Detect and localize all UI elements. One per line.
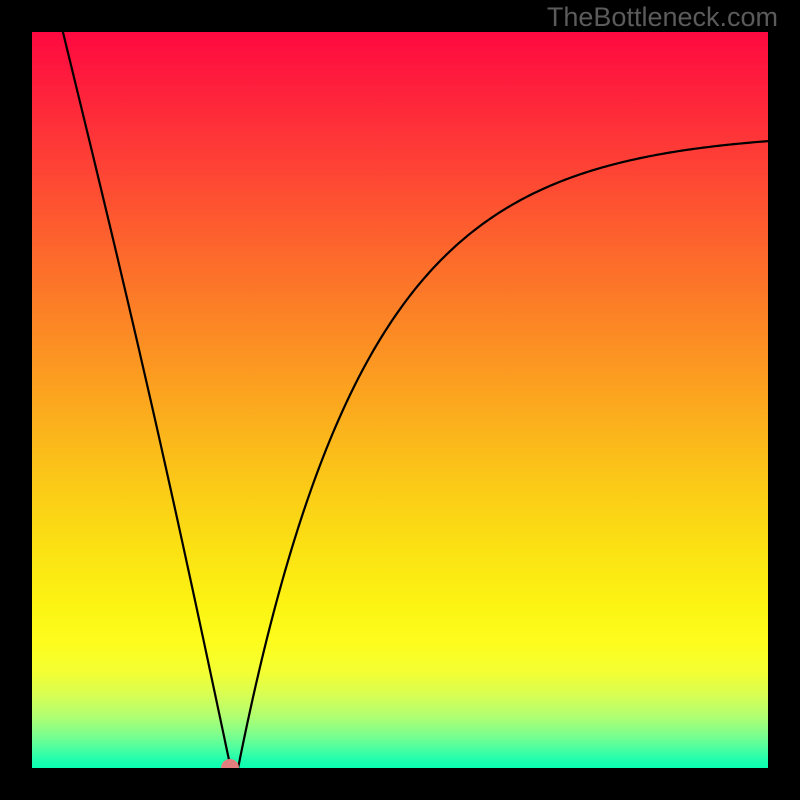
bottleneck-curve xyxy=(63,32,768,768)
plot-area xyxy=(32,32,768,768)
curve-layer xyxy=(32,32,768,768)
chart-container: TheBottleneck.com xyxy=(0,0,800,800)
watermark-text: TheBottleneck.com xyxy=(547,2,778,33)
